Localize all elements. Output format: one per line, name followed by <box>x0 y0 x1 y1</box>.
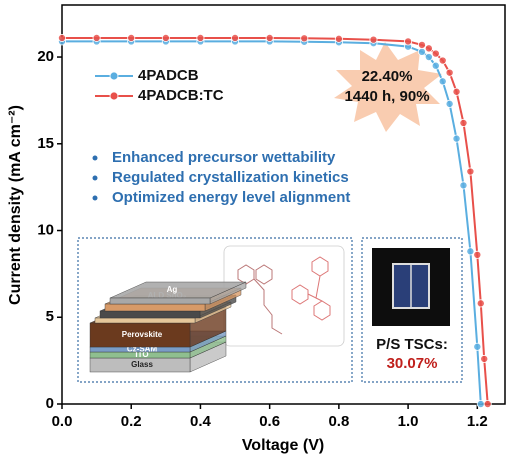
data-point <box>334 34 343 43</box>
x-tick-label: 0.6 <box>259 413 280 430</box>
data-point <box>417 47 426 56</box>
y-axis-label: Current density (mA cm⁻²) <box>7 105 24 305</box>
x-tick-label: 1.2 <box>467 413 488 430</box>
star-text: 1440 h, 90% <box>344 88 429 105</box>
bullet-dot <box>92 175 98 181</box>
data-point <box>473 342 482 351</box>
data-point <box>480 354 489 363</box>
y-tick-label: 15 <box>37 135 54 152</box>
data-point <box>459 118 468 127</box>
stack-layer-front <box>104 303 206 312</box>
stack-layer-label: Cz-SAM <box>127 345 158 354</box>
x-axis-label: Voltage (V) <box>242 437 324 454</box>
data-point <box>459 181 468 190</box>
data-point <box>265 33 274 42</box>
data-point <box>431 61 440 70</box>
y-tick-label: 5 <box>46 308 54 325</box>
stack-layer-label: Ag <box>167 285 178 294</box>
molecule-sketch <box>237 256 331 335</box>
x-tick-label: 1.0 <box>398 413 419 430</box>
x-tick-label: 0.8 <box>328 413 349 430</box>
device-efficiency: 30.07% <box>387 355 438 372</box>
data-point <box>445 99 454 108</box>
data-point <box>404 37 413 46</box>
data-point <box>92 33 101 42</box>
bullet-dot <box>92 195 98 201</box>
data-point <box>161 33 170 42</box>
legend-marker <box>109 91 119 101</box>
legend-marker <box>109 71 119 81</box>
data-point <box>438 77 447 86</box>
data-point <box>417 40 426 49</box>
inset-stack-box <box>77 237 353 383</box>
data-point <box>473 250 482 259</box>
plot-frame <box>61 4 506 405</box>
x-tick-label: 0.4 <box>190 413 212 430</box>
device-label: P/S TSCs: <box>376 336 448 353</box>
x-tick-label: 0.2 <box>121 413 142 430</box>
inset-device-box <box>361 237 463 383</box>
data-point <box>231 33 240 42</box>
data-point <box>445 68 454 77</box>
data-point <box>466 247 475 256</box>
data-point <box>424 44 433 53</box>
stack-layer-front <box>109 297 211 305</box>
data-point <box>431 49 440 58</box>
bullet-dot <box>92 155 98 161</box>
bullet-text: Enhanced precursor wettability <box>112 149 336 166</box>
data-point <box>127 33 136 42</box>
data-point <box>466 167 475 176</box>
legend-label: 4PADCB:TC <box>138 87 224 104</box>
stack-layer-label: Perovskite <box>122 330 163 339</box>
bullet-text: Regulated crystallization kinetics <box>112 169 349 186</box>
stack-layer-front <box>99 310 201 319</box>
y-tick-label: 0 <box>46 395 54 412</box>
stack-layer-label: ITO <box>135 350 148 359</box>
y-tick-label: 20 <box>37 48 54 65</box>
data-point <box>476 399 485 408</box>
star-burst <box>334 42 442 132</box>
x-tick-label: 0.0 <box>52 413 73 430</box>
data-point <box>476 299 485 308</box>
data-point <box>58 33 67 42</box>
data-point <box>483 399 492 408</box>
y-tick-label: 10 <box>37 221 54 238</box>
bullet-text: Optimized energy level alignment <box>112 189 350 206</box>
data-point <box>424 53 433 62</box>
stack-layer-label: Glass <box>131 360 153 369</box>
data-point <box>369 35 378 44</box>
data-point <box>300 34 309 43</box>
data-point <box>452 134 461 143</box>
stack-layer-front <box>94 317 196 324</box>
data-point <box>452 87 461 96</box>
legend-label: 4PADCB <box>138 67 199 84</box>
data-point <box>438 56 447 65</box>
star-text: 22.40% <box>362 68 413 85</box>
data-point <box>196 33 205 42</box>
